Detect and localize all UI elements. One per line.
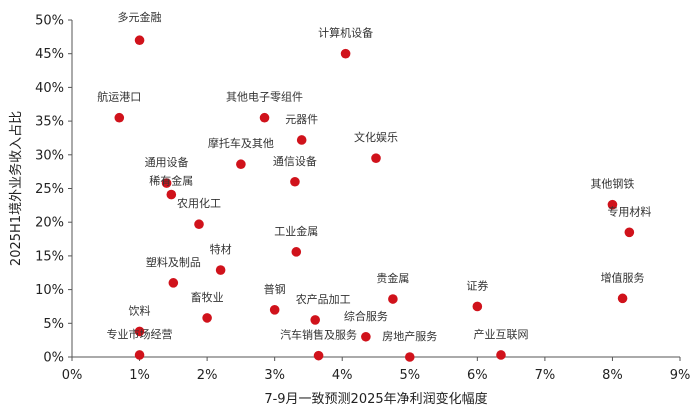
scatter-point <box>134 350 145 360</box>
point-label: 房地产服务 <box>382 329 437 343</box>
scatter-point <box>269 305 280 315</box>
x-tick-label: 5% <box>399 368 420 383</box>
y-tick-label: 10% <box>35 283 64 298</box>
point-label: 稀有金属 <box>149 174 193 188</box>
y-tick-label: 35% <box>35 115 64 130</box>
point-label: 专用材料 <box>607 204 651 218</box>
point-label: 工业金属 <box>274 224 318 238</box>
scatter-point <box>114 112 125 123</box>
point-label: 文化娱乐 <box>354 130 398 144</box>
scatter-point <box>236 159 246 170</box>
scatter-point <box>404 352 415 362</box>
scatter-point <box>194 219 204 230</box>
point-label: 畜牧业 <box>191 290 224 304</box>
point-label: 通用设备 <box>145 155 189 169</box>
point-label: 贵金属 <box>376 271 409 285</box>
data-points <box>114 35 635 362</box>
x-tick-label: 0% <box>62 368 83 383</box>
scatter-point <box>310 315 321 325</box>
scatter-point <box>296 135 307 145</box>
point-label: 增值服务 <box>601 270 645 284</box>
x-tick-label: 2% <box>197 368 218 383</box>
point-label: 其他钢铁 <box>590 178 634 191</box>
point-label: 塑料及制品 <box>146 255 201 269</box>
point-label: 特材 <box>210 242 232 256</box>
y-tick-label: 30% <box>35 148 64 163</box>
scatter-point <box>472 301 483 312</box>
point-label: 航运港口 <box>97 90 141 104</box>
y-tick-label: 5% <box>43 317 64 332</box>
scatter-point <box>134 326 145 337</box>
scatter-point <box>388 294 398 304</box>
y-axis-title: 2025H1境外业务收入占比 <box>8 111 24 266</box>
x-tick-label: 6% <box>467 368 488 383</box>
point-label: 产业互联网 <box>473 327 528 341</box>
y-tick-label: 50% <box>35 14 64 29</box>
point-label: 通信设备 <box>273 154 317 168</box>
point-label: 专业市场经营 <box>107 327 173 341</box>
scatter-point <box>166 189 177 200</box>
y-tick-label: 20% <box>35 216 64 231</box>
x-tick-label: 1% <box>129 368 150 383</box>
y-tick-label: 0% <box>43 351 64 366</box>
point-label: 计算机设备 <box>318 26 373 40</box>
point-label: 饮料 <box>129 303 151 317</box>
axes: 0% 5% 10% 15% 20% 25% 30% 35% 40% 45% 50% 0% 1% 2% 3% 4… <box>35 14 690 384</box>
scatter-point <box>259 112 270 123</box>
y-tick-label: 45% <box>35 47 64 62</box>
y-axis-title-group: 2025H1境外业务收入占比 <box>8 111 24 266</box>
scatter-point <box>215 265 226 275</box>
scatter-point <box>291 247 302 257</box>
point-label: 综合服务 <box>344 309 388 323</box>
y-tick-label: 25% <box>35 182 64 197</box>
scatter-point <box>313 350 324 361</box>
x-tick-label: 3% <box>264 368 285 383</box>
scatter-point <box>161 178 172 188</box>
scatter-point <box>290 176 300 187</box>
scatter-point <box>340 48 351 59</box>
scatter-point <box>607 199 618 210</box>
scatter-point <box>202 313 212 323</box>
scatter-point <box>617 293 628 304</box>
point-label: 证券 <box>466 278 488 292</box>
point-label: 农产品加工 <box>296 292 351 306</box>
x-axis-title: 7-9月一致预测2025年净利润变化幅度 <box>264 391 487 407</box>
point-label: 农用化工 <box>177 196 221 210</box>
scatter-point <box>168 278 179 288</box>
point-label: 元器件 <box>285 113 318 126</box>
y-tick-label: 40% <box>35 81 64 96</box>
scatter-point <box>134 35 145 46</box>
scatter-point <box>361 331 371 342</box>
point-label: 多元金融 <box>118 10 162 24</box>
x-tick-label: 9% <box>670 368 691 383</box>
scatter-point <box>624 227 635 238</box>
point-label: 普钢 <box>264 282 286 296</box>
point-label: 摩托车及其他 <box>208 136 274 150</box>
x-tick-label: 8% <box>602 368 623 383</box>
y-tick-label: 15% <box>35 249 64 264</box>
x-tick-label: 4% <box>332 368 353 383</box>
scatter-point <box>496 350 506 360</box>
x-tick-label: 7% <box>535 368 556 383</box>
point-label: 其他电子零组件 <box>226 90 303 104</box>
point-label: 汽车销售及服务 <box>280 328 357 342</box>
scatter-point <box>371 153 381 163</box>
